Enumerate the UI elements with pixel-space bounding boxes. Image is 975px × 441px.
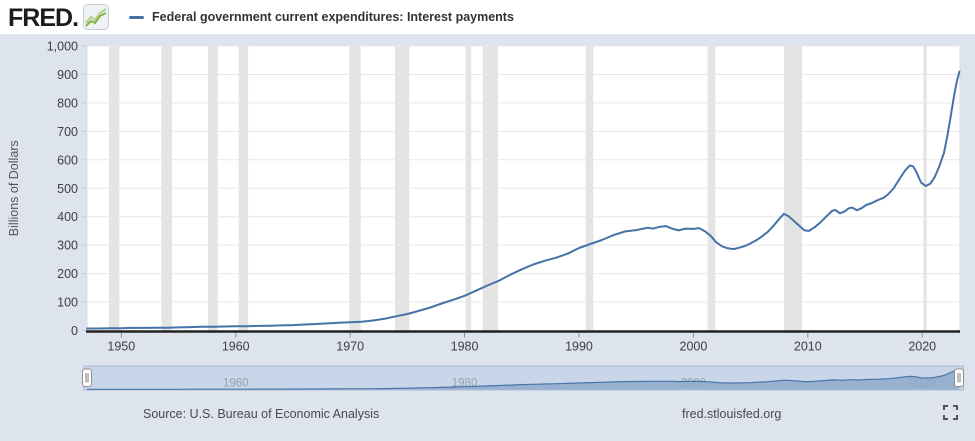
source-note: Source: U.S. Bureau of Economic Analysis [143, 407, 380, 421]
chart-legend: Federal government current expenditures:… [129, 10, 514, 24]
y-tick-label: 0 [71, 324, 78, 338]
slider-preview-line [87, 368, 960, 390]
slider-handle-left-grip [85, 373, 89, 383]
y-tick-label: 700 [57, 125, 78, 139]
fred-logo-dot: . [72, 3, 80, 32]
fullscreen-button[interactable] [941, 405, 959, 423]
fullscreen-icon [942, 405, 958, 420]
y-tick-label: 100 [57, 296, 78, 310]
fred-sparkline-icon [83, 3, 110, 30]
header-bar: FRED. Federal government current expendi… [0, 0, 975, 34]
y-axis-title: Billions of Dollars [7, 140, 21, 236]
slider-year-label: 1960 [223, 378, 249, 390]
plot-area[interactable] [86, 45, 961, 333]
y-tick-label: 500 [57, 182, 78, 196]
series-title[interactable]: Federal government current expenditures:… [152, 10, 514, 24]
series-color-dash [129, 15, 145, 19]
y-tick-label: 900 [57, 68, 78, 82]
x-tick-label: 1950 [107, 340, 135, 354]
x-tick-label: 2010 [794, 340, 822, 354]
x-tick-label: 1980 [451, 340, 479, 354]
slider-handle-left[interactable] [82, 368, 92, 387]
site-link[interactable]: fred.stlouisfed.org [682, 407, 782, 421]
y-tick-label: 600 [57, 153, 78, 167]
y-tick-label: 1,000 [47, 40, 78, 54]
y-tick-label: 200 [57, 267, 78, 281]
slider-preview-area [87, 369, 960, 390]
x-tick-label: 1970 [336, 340, 364, 354]
x-tick-label: 1960 [222, 340, 250, 354]
x-tick-label: 2000 [680, 340, 708, 354]
fred-logo-text: FRED [8, 3, 73, 32]
y-tick-label: 400 [57, 210, 78, 224]
slider-handle-right[interactable] [954, 368, 964, 387]
series-line[interactable] [86, 70, 961, 330]
x-tick-label: 1990 [565, 340, 593, 354]
y-tick-label: 800 [57, 96, 78, 110]
fred-logo[interactable]: FRED. [8, 3, 110, 32]
slider-handle-right-grip [957, 373, 961, 383]
x-tick-label: 2020 [908, 340, 936, 354]
y-tick-label: 300 [57, 239, 78, 253]
